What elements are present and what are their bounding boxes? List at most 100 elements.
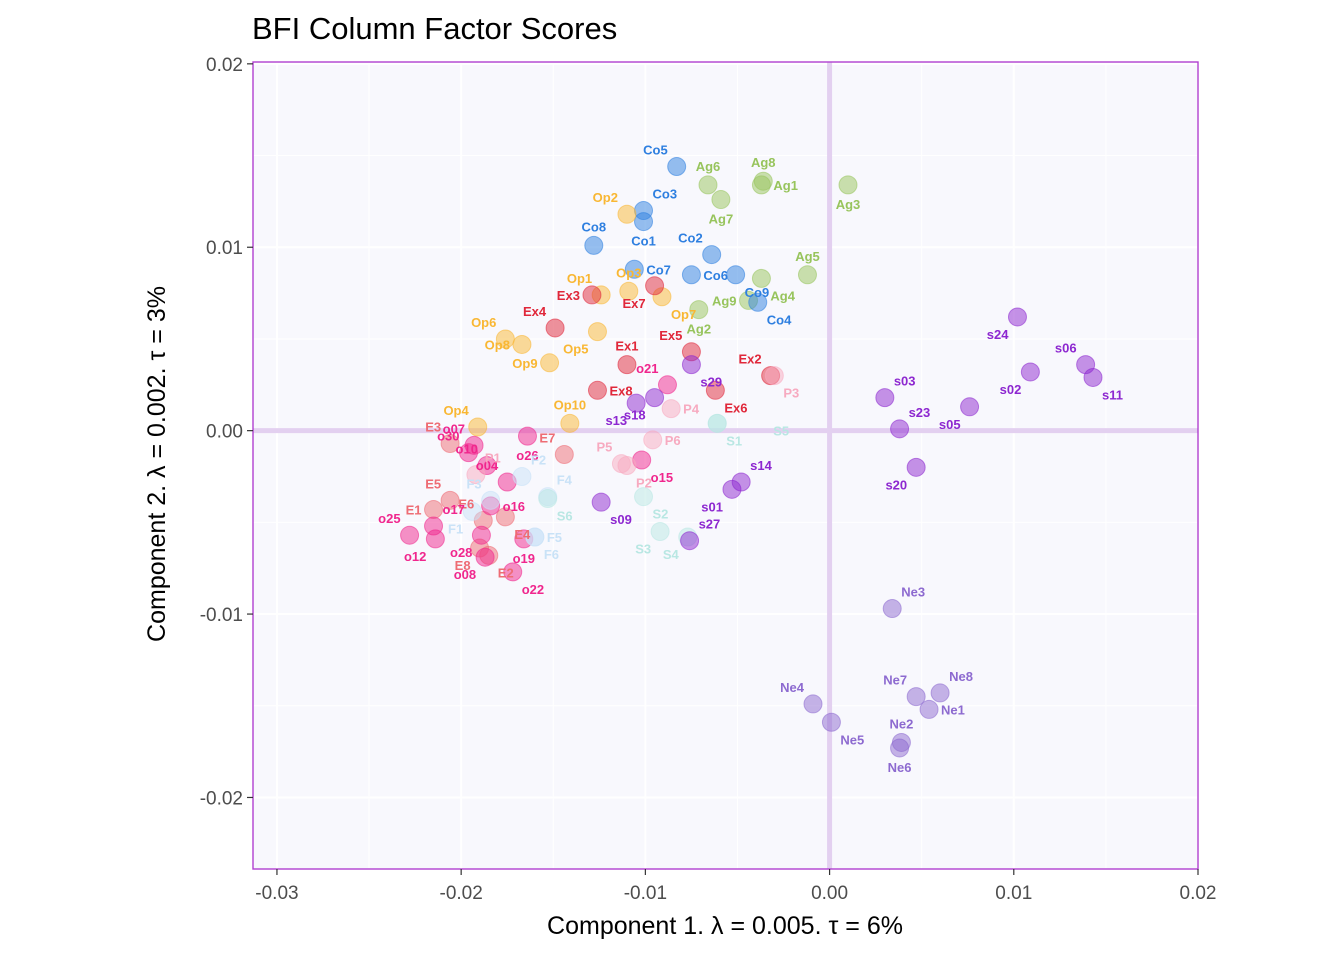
- point-s27: [680, 531, 700, 551]
- point-Ag4: [751, 268, 771, 288]
- point-label-S3: S3: [635, 542, 651, 557]
- point-Ne8: [930, 683, 950, 703]
- point-Co2: [702, 245, 722, 265]
- point-Co6: [681, 265, 701, 285]
- point-label-P5: P5: [597, 440, 613, 455]
- point-label-Ex8: Ex8: [609, 383, 632, 398]
- point-label-E3: E3: [425, 419, 441, 434]
- point-label-Ex5: Ex5: [659, 328, 682, 343]
- y-tick-label: -0.02: [200, 788, 243, 809]
- point-s01: [722, 479, 742, 499]
- point-Ag2: [689, 300, 709, 320]
- point-label-S6: S6: [557, 509, 573, 524]
- point-label-o25: o25: [378, 511, 400, 526]
- point-Ne5: [821, 712, 841, 732]
- point-o25: [400, 525, 420, 545]
- x-tick-label: 0.02: [1180, 883, 1217, 904]
- point-label-F6: F6: [544, 547, 559, 562]
- point-s23: [890, 419, 910, 439]
- point-Op5: [587, 322, 607, 342]
- point-label-Ex6: Ex6: [724, 400, 747, 415]
- point-Op4: [468, 417, 488, 437]
- point-o22: [503, 562, 523, 582]
- point-label-P1: P1: [485, 451, 501, 466]
- point-Ne1: [919, 699, 939, 719]
- point-Co8: [584, 235, 604, 255]
- point-F2: [512, 467, 532, 487]
- point-label-Ag5: Ag5: [795, 249, 820, 264]
- point-label-E7: E7: [539, 430, 555, 445]
- point-s24: [1007, 307, 1027, 327]
- point-label-E1: E1: [406, 503, 422, 518]
- point-label-Op10: Op10: [554, 397, 587, 412]
- point-label-s06: s06: [1055, 341, 1077, 356]
- point-label-F5: F5: [547, 530, 562, 545]
- point-label-E5: E5: [425, 476, 441, 491]
- point-label-Op4: Op4: [443, 403, 469, 418]
- point-label-o17: o17: [443, 502, 465, 517]
- point-label-Op6: Op6: [471, 315, 496, 330]
- point-label-Ag4: Ag4: [770, 288, 795, 303]
- chart-title: BFI Column Factor Scores: [252, 11, 617, 46]
- point-label-E2: E2: [498, 565, 514, 580]
- point-label-Co8: Co8: [582, 219, 607, 234]
- point-P4: [661, 399, 681, 419]
- point-label-Ag1: Ag1: [773, 178, 798, 193]
- point-label-Ne1: Ne1: [941, 702, 965, 717]
- point-Co7: [624, 259, 644, 279]
- point-label-s09: s09: [610, 512, 632, 527]
- point-S3: [650, 522, 670, 542]
- point-label-Ex2: Ex2: [738, 352, 761, 367]
- point-Ne3: [882, 599, 902, 619]
- point-E5: [440, 490, 460, 510]
- point-Ag7: [711, 190, 731, 210]
- point-label-S4: S4: [663, 547, 680, 562]
- point-label-o21: o21: [636, 361, 658, 376]
- point-S2: [634, 487, 654, 507]
- point-label-s29: s29: [700, 375, 722, 390]
- point-Ag6: [698, 175, 718, 195]
- point-s05: [960, 397, 980, 417]
- point-label-Ne8: Ne8: [949, 669, 973, 684]
- point-S5: [707, 413, 727, 433]
- point-label-Co3: Co3: [653, 187, 678, 202]
- point-label-S1: S1: [726, 433, 742, 448]
- point-Op3: [619, 281, 639, 301]
- point-label-E4: E4: [514, 527, 531, 542]
- point-P6: [643, 430, 663, 450]
- point-Ne4: [803, 694, 823, 714]
- point-label-Ne3: Ne3: [901, 585, 925, 600]
- y-tick-label: -0.01: [200, 605, 243, 626]
- point-label-Ag6: Ag6: [696, 159, 721, 174]
- data-points: [400, 157, 1103, 758]
- point-label-s24: s24: [987, 327, 1009, 342]
- point-s18: [645, 388, 665, 408]
- point-Ex7: [645, 276, 665, 296]
- y-tick-label: 0.00: [206, 422, 243, 443]
- point-label-S5: S5: [773, 423, 789, 438]
- point-label-Co6: Co6: [703, 268, 728, 283]
- x-tick-label: -0.01: [624, 883, 667, 904]
- point-E4: [495, 507, 515, 527]
- point-label-Co2: Co2: [678, 231, 703, 246]
- point-label-E6: E6: [458, 497, 474, 512]
- point-label-Ag2: Ag2: [687, 322, 712, 337]
- y-tick-label: 0.02: [206, 55, 243, 76]
- point-label-Ex4: Ex4: [523, 304, 547, 319]
- point-s11: [1083, 367, 1103, 387]
- point-label-Ag9: Ag9: [712, 293, 737, 308]
- point-label-Co9: Co9: [745, 285, 770, 300]
- point-o28: [471, 525, 491, 545]
- point-label-F3: F3: [466, 476, 481, 491]
- point-label-o28: o28: [450, 545, 472, 560]
- point-s02: [1020, 362, 1040, 382]
- x-axis-ticks: -0.03 -0.02 -0.01 0.00 0.01 0.02: [255, 869, 1216, 904]
- point-label-Co1: Co1: [631, 234, 656, 249]
- panel-border: [252, 61, 1199, 870]
- point-s13: [626, 393, 646, 413]
- point-E1: [424, 500, 444, 520]
- point-S6: [538, 489, 558, 509]
- point-label-Op1: Op1: [567, 271, 592, 286]
- x-tick-label: 0.01: [995, 883, 1032, 904]
- point-label-Op8: Op8: [485, 337, 510, 352]
